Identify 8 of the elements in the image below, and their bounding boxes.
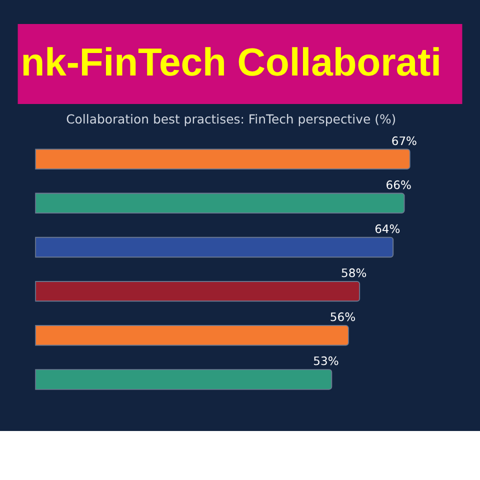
data-label: 53% xyxy=(313,354,339,368)
data-label: 66% xyxy=(386,178,412,192)
data-label: 67% xyxy=(391,134,418,148)
data-label: 58% xyxy=(341,266,367,280)
chart-title: nk-FinTech Collaborati xyxy=(20,42,442,84)
data-label: 56% xyxy=(330,310,356,324)
chart-subtitle: Collaboration best practises: FinTech perspective (%) xyxy=(66,112,396,126)
data-label: 64% xyxy=(374,222,400,236)
